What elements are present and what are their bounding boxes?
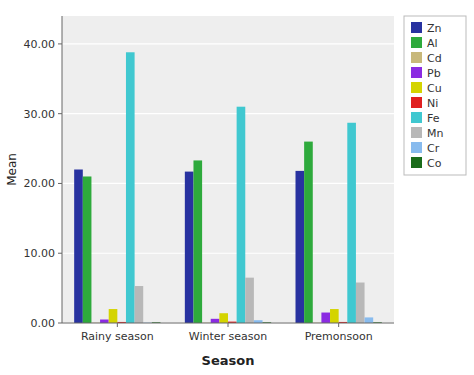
y-axis-label: Mean	[5, 153, 19, 186]
bar	[83, 176, 92, 323]
y-axis-line	[62, 16, 63, 323]
bar	[347, 123, 356, 323]
grid-line	[62, 43, 394, 44]
legend-swatch	[411, 82, 422, 93]
legend-label: Co	[427, 157, 442, 170]
legend-label: Ni	[427, 97, 438, 110]
legend: Zn Al Cd Pb Cu Ni Fe Mn Cr Co	[404, 16, 466, 175]
legend-label: Al	[427, 37, 438, 50]
legend-label: Mn	[427, 127, 443, 140]
bar	[330, 309, 339, 323]
x-tick-label: Premonsoon	[305, 330, 373, 343]
legend-swatch	[411, 127, 422, 138]
y-tick-label: 10.00	[24, 247, 56, 260]
legend-swatch	[411, 97, 422, 108]
y-tick-label: 40.00	[24, 38, 56, 51]
bar	[100, 320, 109, 323]
legend-label: Cd	[427, 52, 442, 65]
legend-label: Cr	[427, 142, 440, 155]
grid-line	[62, 113, 394, 114]
grid-line	[62, 253, 394, 254]
grid-line	[62, 183, 394, 184]
y-tick-label: 20.00	[24, 177, 56, 190]
x-tick	[338, 323, 339, 327]
bar	[304, 142, 313, 323]
legend-label: Zn	[427, 22, 442, 35]
legend-swatch	[411, 157, 422, 168]
x-tick-label: Rainy season	[81, 330, 154, 343]
bar	[185, 172, 194, 323]
chart: 0.00 10.00 20.00 30.00 40.00 Rainy season Wint…	[0, 0, 474, 375]
x-tick-label: Winter season	[189, 330, 267, 343]
y-tick-label: 0.00	[31, 317, 56, 330]
plot-background	[62, 16, 394, 323]
y-tick	[58, 183, 62, 184]
bar	[74, 170, 83, 324]
legend-frame	[404, 16, 466, 175]
bar	[237, 107, 246, 323]
bar	[219, 313, 228, 323]
x-tick	[228, 323, 229, 327]
bar	[296, 171, 305, 323]
bar	[109, 309, 118, 323]
y-tick	[58, 43, 62, 44]
legend-swatch	[411, 22, 422, 33]
bar	[193, 160, 202, 323]
bar	[245, 278, 254, 323]
legend-swatch	[411, 142, 422, 153]
bar	[321, 313, 330, 323]
legend-swatch	[411, 37, 422, 48]
bar	[365, 317, 374, 323]
legend-swatch	[411, 52, 422, 63]
y-tick	[58, 113, 62, 114]
x-tick	[117, 323, 118, 327]
bar	[356, 283, 365, 323]
y-tick	[58, 253, 62, 254]
bar	[211, 319, 220, 323]
y-tick-label: 30.00	[24, 108, 56, 121]
legend-label: Fe	[427, 112, 440, 125]
legend-swatch	[411, 112, 422, 123]
x-axis-label: Season	[202, 353, 255, 368]
y-tick	[58, 323, 62, 324]
bars	[74, 52, 382, 323]
legend-label: Pb	[427, 67, 441, 80]
legend-swatch	[411, 67, 422, 78]
bar	[126, 52, 135, 323]
bar	[135, 286, 144, 323]
legend-label: Cu	[427, 82, 442, 95]
